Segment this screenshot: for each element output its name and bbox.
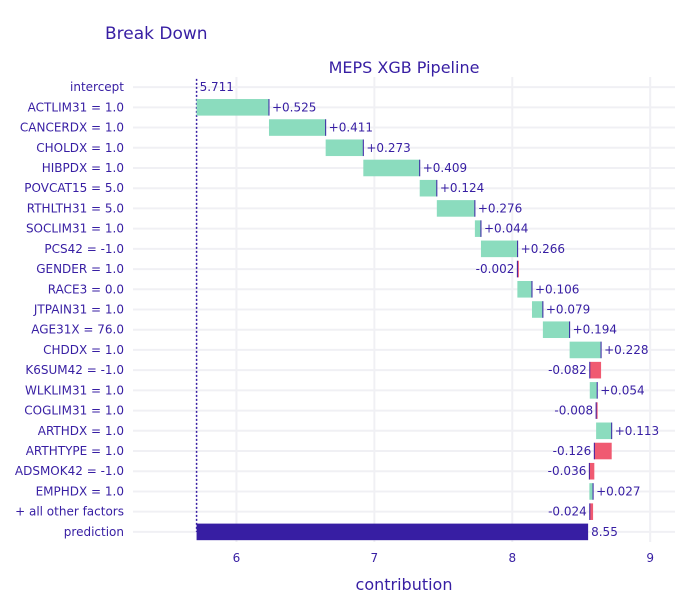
value-label: +0.079 [546, 303, 590, 317]
y-label: HIBPDX = 1.0 [42, 161, 124, 175]
contribution-bar [480, 240, 518, 258]
y-label: SOCLIM31 = 1.0 [26, 222, 124, 236]
contribution-bar [325, 139, 364, 157]
value-label: +0.409 [423, 161, 467, 175]
contribution-bar [419, 179, 437, 197]
y-label: JTPAIN31 = 1.0 [33, 303, 124, 317]
bars-layer: 5.711 +0.525 +0.411 +0.273 +0.409 +0.124 +0.27… [195, 78, 659, 541]
value-label: -0.002 [476, 262, 515, 276]
value-label: +0.276 [478, 201, 522, 215]
chart-title: Break Down [105, 24, 208, 44]
y-label: ADSMOK42 = -1.0 [15, 464, 124, 478]
value-label: -0.008 [554, 404, 593, 418]
y-label: CANCERDX = 1.0 [20, 121, 124, 135]
y-label: POVCAT15 = 5.0 [24, 181, 124, 195]
contribution-bar [474, 220, 481, 237]
contribution-bar [569, 341, 602, 359]
y-label: WLKLIM31 = 1.0 [25, 383, 124, 397]
y-label: prediction [64, 525, 124, 539]
y-label: CHOLDX = 1.0 [36, 141, 124, 155]
value-label: -0.082 [548, 363, 587, 377]
value-label: 5.711 [200, 80, 234, 94]
contribution-bar [517, 280, 532, 298]
y-label: AGE31X = 76.0 [31, 323, 124, 337]
y-label: ARTHDX = 1.0 [38, 424, 124, 438]
value-label: -0.126 [553, 444, 592, 458]
contribution-bar [542, 321, 570, 339]
x-tick-label: 7 [371, 551, 379, 565]
value-label: +0.027 [596, 484, 640, 498]
contribution-bar [517, 260, 519, 278]
y-label: RACE3 = 0.0 [48, 282, 124, 296]
x-tick-label: 6 [233, 551, 241, 565]
y-label: ACTLIM31 = 1.0 [28, 100, 124, 114]
value-label: +0.113 [615, 424, 659, 438]
contribution-bar [589, 382, 598, 399]
x-tick-label: 8 [508, 551, 516, 565]
value-label: +0.411 [329, 121, 373, 135]
contribution-bar [531, 301, 543, 318]
value-label: +0.044 [484, 222, 528, 236]
y-label: K6SUM42 = -1.0 [25, 363, 124, 377]
contribution-bar [268, 119, 326, 136]
value-label: +0.228 [604, 343, 648, 357]
y-label: + all other factors [15, 505, 124, 519]
x-tick-label: 9 [646, 551, 654, 565]
contribution-bar [436, 200, 475, 217]
x-axis-label: contribution [356, 575, 453, 594]
contribution-bar [594, 442, 612, 460]
value-label: +0.194 [573, 323, 617, 337]
x-axis-ticks: 6 7 8 9 [233, 551, 654, 565]
value-label: +0.273 [366, 141, 410, 155]
y-label: CHDDX = 1.0 [43, 343, 124, 357]
chart-subtitle: MEPS XGB Pipeline [329, 58, 480, 77]
contribution-bar [589, 503, 594, 520]
contribution-bar [589, 462, 595, 480]
prediction-bar [196, 523, 589, 541]
y-label: RTHLTH31 = 5.0 [27, 201, 124, 215]
y-axis-labels: intercept ACTLIM31 = 1.0 CANCERDX = 1.0 CHO… [15, 80, 124, 539]
value-label: 8.55 [591, 525, 618, 539]
contribution-bar [363, 159, 420, 177]
value-label: +0.266 [521, 242, 565, 256]
contribution-bar [196, 99, 269, 116]
y-label: ARTHTYPE = 1.0 [26, 444, 124, 458]
value-label: +0.124 [440, 181, 484, 195]
y-label: intercept [70, 80, 124, 94]
value-label: +0.054 [600, 383, 644, 397]
value-label: +0.106 [535, 282, 579, 296]
contribution-bar [596, 422, 612, 440]
value-label: -0.024 [548, 505, 587, 519]
y-label: GENDER = 1.0 [36, 262, 124, 276]
value-label: +0.525 [272, 100, 316, 114]
value-label: -0.036 [548, 464, 587, 478]
y-label: COGLIM31 = 1.0 [24, 404, 124, 418]
y-label: EMPHDX = 1.0 [36, 484, 124, 498]
contribution-bar [596, 402, 598, 419]
contribution-bar [589, 483, 594, 500]
y-label: PCS42 = -1.0 [44, 242, 124, 256]
contribution-bar [589, 361, 602, 379]
